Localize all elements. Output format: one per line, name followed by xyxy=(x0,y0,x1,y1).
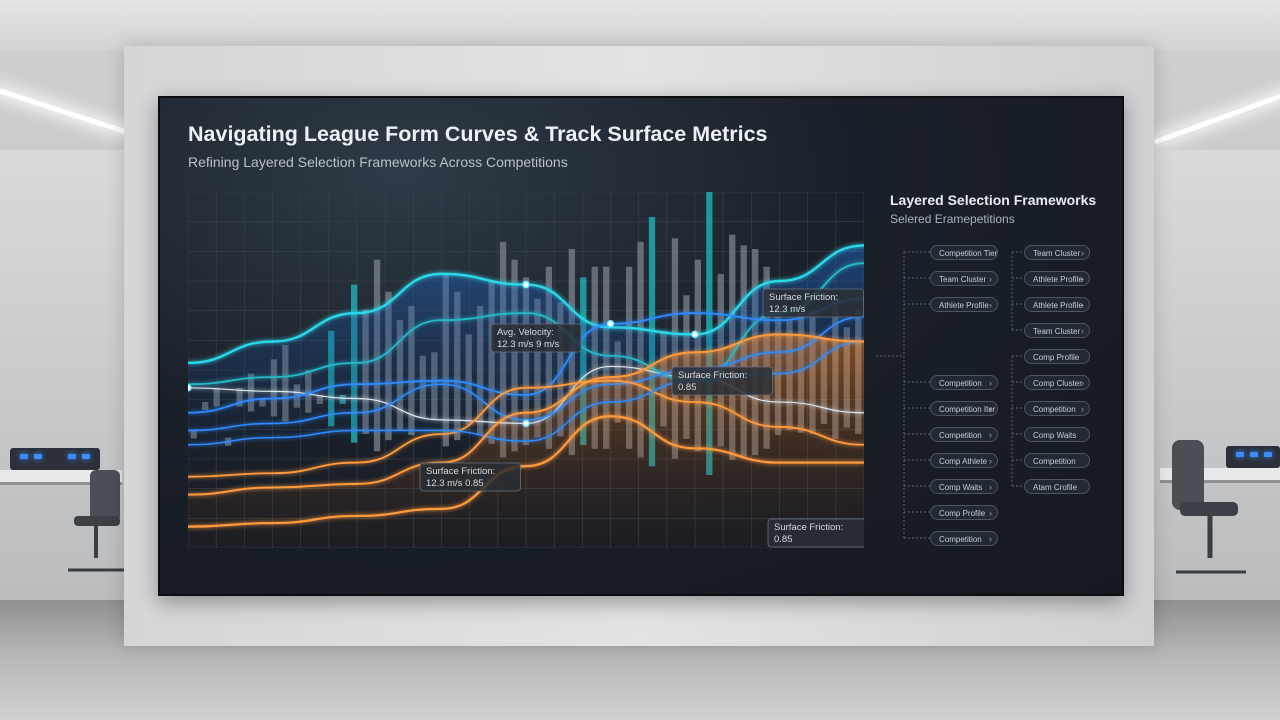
left-console xyxy=(10,448,100,470)
chevron-right-icon: › xyxy=(989,274,992,284)
frameworks-title: Layered Selection Frameworks xyxy=(890,192,1097,208)
framework-node[interactable]: Atam Crofile xyxy=(1024,479,1090,494)
chevron-right-icon: › xyxy=(1081,404,1084,414)
ceiling-light-right xyxy=(1153,88,1280,145)
annotation-text: Surface Friction: xyxy=(769,292,838,303)
annotation-box xyxy=(762,288,864,318)
annotation-text: Surface Friction: xyxy=(678,370,747,381)
chevron-right-icon: › xyxy=(989,404,992,414)
left-wall xyxy=(0,150,124,610)
right-chair xyxy=(1172,440,1246,574)
framework-node[interactable]: Comp Waits › xyxy=(930,479,998,494)
right-console xyxy=(1226,446,1280,468)
chevron-right-icon: › xyxy=(1081,248,1084,258)
framework-node[interactable]: Competition › xyxy=(930,427,998,442)
annotation-box xyxy=(671,366,773,396)
framework-node[interactable]: Team Cluster › xyxy=(1024,245,1090,260)
framework-tree-connectors xyxy=(876,251,1024,539)
form-curves-chart: Avg. Velocity:12.3 m/s 9 m/s Surface Fric… xyxy=(188,192,864,548)
framework-node[interactable]: Athlete Profile › xyxy=(1024,271,1090,286)
ceiling xyxy=(0,0,1280,50)
series-line xyxy=(188,379,864,478)
page-subtitle: Refining Layered Selection Frameworks Ac… xyxy=(188,154,568,170)
data-point xyxy=(606,319,615,328)
framework-node[interactable]: Team Cluster › xyxy=(930,271,998,286)
framework-node[interactable]: Competition › xyxy=(930,375,998,390)
data-point xyxy=(691,330,699,339)
annotation-box xyxy=(490,323,582,353)
chart-annotations: Avg. Velocity:12.3 m/s 9 m/s Surface Fric… xyxy=(419,288,864,548)
framework-node[interactable]: Comp Profile › xyxy=(930,505,998,520)
chevron-right-icon: › xyxy=(989,508,992,518)
framework-node[interactable]: Athlete Profile › xyxy=(1024,297,1090,312)
left-chair xyxy=(68,470,124,572)
series-line xyxy=(188,415,864,528)
framework-node[interactable]: Comp Athlete › xyxy=(930,453,998,468)
annotation-text: 12.3 m/s xyxy=(769,304,806,315)
series-line xyxy=(188,333,864,496)
data-point xyxy=(522,280,530,289)
page-title: Navigating League Form Curves & Track Su… xyxy=(188,122,768,146)
annotation-text: Surface Friction: xyxy=(426,466,495,477)
framework-node[interactable]: Athlete Profile › xyxy=(930,297,998,312)
series-line xyxy=(188,262,864,386)
annotation-text: 0.85 xyxy=(774,534,793,545)
data-point xyxy=(522,419,530,428)
framework-node[interactable]: Comp Profile xyxy=(1024,349,1090,364)
chevron-right-icon: › xyxy=(989,378,992,388)
framework-node[interactable]: Competition xyxy=(1024,453,1090,468)
annotation-box xyxy=(419,462,521,492)
annotation-text: 12.3 m/s 9 m/s xyxy=(497,339,560,350)
annotation-text: Avg. Velocity: xyxy=(497,327,554,338)
annotation-text: 0.85 xyxy=(678,382,697,393)
chevron-right-icon: › xyxy=(989,456,992,466)
framework-node[interactable]: Team Cluster › xyxy=(1024,323,1090,338)
data-point xyxy=(188,384,192,392)
chevron-right-icon: › xyxy=(1081,378,1084,388)
right-wall xyxy=(1154,150,1280,610)
series-line xyxy=(188,297,864,414)
chevron-right-icon: › xyxy=(1081,274,1084,284)
ceiling-light-left xyxy=(0,86,128,135)
chevron-right-icon: › xyxy=(989,482,992,492)
annotation-box xyxy=(767,518,864,548)
chevron-right-icon: › xyxy=(989,534,992,544)
framework-node[interactable]: Competition › xyxy=(1024,401,1090,416)
framework-node[interactable]: Competition › xyxy=(930,531,998,546)
frameworks-subtitle: Selered Eramepetitions xyxy=(890,212,1015,226)
annotation-text: Surface Friction: xyxy=(774,522,843,533)
annotation-text: 12.3 m/s 0.85 xyxy=(426,478,484,489)
chevron-right-icon: › xyxy=(1081,326,1084,336)
dashboard-screen: Navigating League Form Curves & Track Su… xyxy=(158,96,1124,596)
chevron-right-icon: › xyxy=(1081,300,1084,310)
chart-points xyxy=(188,280,699,428)
framework-node[interactable]: Competition Tier xyxy=(930,245,998,260)
chevron-right-icon: › xyxy=(989,300,992,310)
framework-node[interactable]: Competition Iter › xyxy=(930,401,998,416)
framework-node[interactable]: Comp Cluster › xyxy=(1024,375,1090,390)
framework-node[interactable]: Comp Waits xyxy=(1024,427,1090,442)
chevron-right-icon: › xyxy=(989,430,992,440)
